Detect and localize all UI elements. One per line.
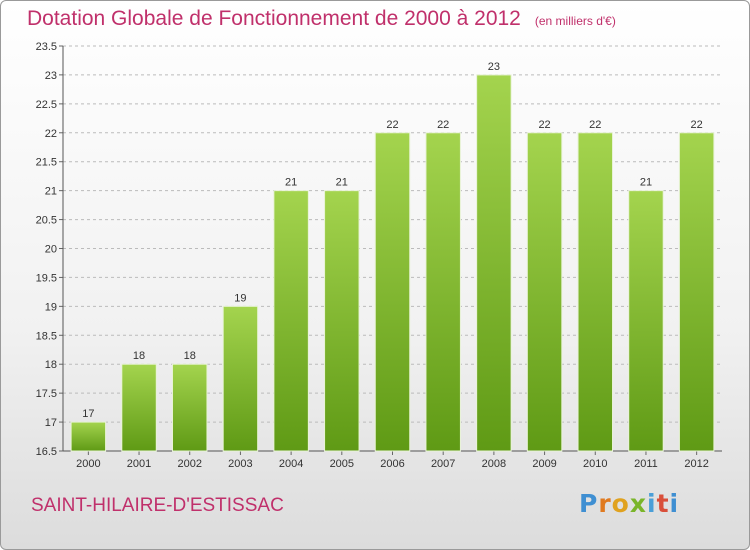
data-label-2010: 22 [589, 119, 601, 131]
y-tick-label: 16.5 [36, 446, 57, 458]
data-label-2000: 17 [82, 408, 94, 420]
proxiti-logo: Proxiti [579, 489, 680, 518]
bars [70, 74, 715, 452]
bar-2007 [425, 132, 461, 452]
commune-name: SAINT-HILAIRE-D'ESTISSAC [31, 495, 284, 516]
bar-2005 [324, 190, 360, 452]
bar-2001 [121, 363, 157, 452]
x-tick-label-2011: 2011 [634, 458, 658, 470]
bar-2008 [476, 74, 512, 452]
x-tick-label-2004: 2004 [279, 458, 303, 470]
data-label-2004: 21 [285, 177, 297, 189]
x-tick-label-2007: 2007 [431, 458, 455, 470]
x-tick-label-2009: 2009 [532, 458, 556, 470]
data-label-2002: 18 [184, 350, 196, 362]
x-tick-label-2003: 2003 [228, 458, 252, 470]
x-tick-label-2012: 2012 [684, 458, 708, 470]
bar-2009 [526, 132, 563, 452]
x-tick-label-2001: 2001 [127, 458, 151, 470]
bar-2006 [374, 132, 411, 452]
x-tick-label-2010: 2010 [583, 458, 607, 470]
x-tick-label-2006: 2006 [380, 458, 404, 470]
x-tick-label-2002: 2002 [177, 458, 201, 470]
y-tick-label: 20 [45, 244, 57, 256]
data-label-2001: 18 [133, 350, 145, 362]
y-tick-label: 18 [45, 359, 57, 371]
chart-subtitle: (en milliers d'€) [534, 14, 616, 28]
data-label-2011: 21 [640, 177, 652, 189]
y-tick-label: 17 [45, 417, 57, 429]
y-tick-label: 21.5 [36, 157, 57, 169]
y-tick-label: 22 [45, 128, 57, 140]
bar-2003 [222, 305, 259, 452]
y-tick-label: 20.5 [36, 215, 57, 227]
bar-2002 [171, 363, 208, 452]
chart-title-text: Dotation Globale de Fonctionnement de 20… [27, 7, 521, 30]
x-tick-label-2008: 2008 [482, 458, 506, 470]
data-label-2005: 21 [336, 177, 348, 189]
y-tick-label: 18.5 [36, 330, 57, 342]
x-tick-label-2005: 2005 [330, 458, 354, 470]
y-tick-label: 23 [45, 70, 57, 82]
data-label-2008: 23 [488, 61, 500, 73]
y-tick-label: 17.5 [36, 388, 57, 400]
data-label-2006: 22 [386, 119, 398, 131]
data-label-2012: 22 [691, 119, 703, 131]
bar-2012 [678, 132, 715, 452]
y-tick-label: 23.5 [36, 41, 57, 53]
bar-2000 [70, 421, 107, 452]
data-label-2009: 22 [538, 119, 550, 131]
bar-2011 [628, 190, 664, 452]
y-tick-label: 21 [45, 186, 57, 198]
data-label-2007: 22 [437, 119, 449, 131]
y-tick-label: 22.5 [36, 99, 57, 111]
labels: 16.5 17 17.5 18 18.5 19 19.5 20 20.5 21 21.5 22 22.5… [36, 41, 709, 470]
x-tick-label-2000: 2000 [76, 458, 100, 470]
chart-title: Dotation Globale de Fonctionnement de 20… [27, 7, 616, 31]
y-tick-label: 19.5 [36, 272, 57, 284]
bar-2004 [273, 190, 309, 452]
data-label-2003: 19 [234, 292, 246, 304]
y-tick-label: 19 [45, 301, 57, 313]
bar-2010 [577, 132, 614, 452]
